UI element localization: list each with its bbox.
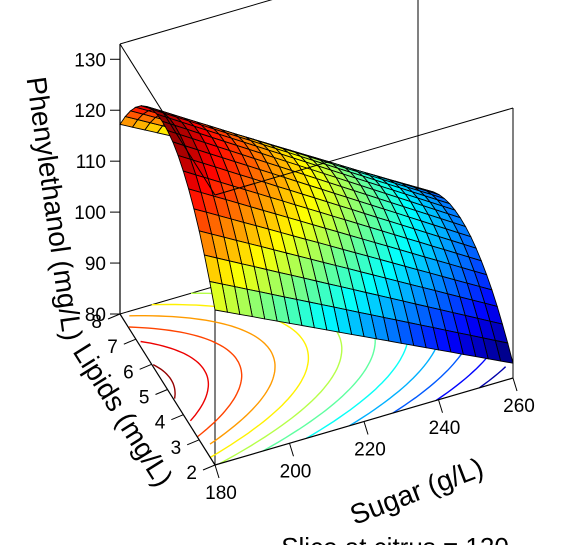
x-axis-label: Sugar (g/L) bbox=[346, 452, 488, 531]
y-tick-label: 3 bbox=[171, 438, 182, 459]
z-tick-label: 110 bbox=[76, 152, 106, 173]
x-tick-label: 180 bbox=[205, 483, 237, 504]
y-tick-mark bbox=[139, 363, 152, 370]
box-edge-top-front bbox=[214, 107, 514, 196]
x-tick-label: 200 bbox=[280, 461, 312, 482]
contour-line bbox=[478, 366, 507, 389]
z-tick-label: 120 bbox=[74, 101, 106, 122]
x-tick-label: 220 bbox=[354, 440, 386, 461]
y-tick-label: 6 bbox=[123, 362, 134, 383]
y-tick-label: 4 bbox=[155, 413, 166, 434]
x-tick-mark bbox=[512, 377, 518, 392]
y-tick-label: 8 bbox=[91, 312, 102, 333]
y-tick-label: 7 bbox=[107, 337, 118, 358]
surface-cell bbox=[209, 280, 228, 313]
x-tick-mark bbox=[289, 443, 294, 457]
z-tick-label: 130 bbox=[74, 50, 106, 71]
x-tick-label: 260 bbox=[503, 396, 535, 417]
z-tick-label: 80 bbox=[85, 305, 106, 326]
x-tick-label: 240 bbox=[429, 418, 461, 439]
z-tick-label: 90 bbox=[85, 254, 106, 275]
response-surface bbox=[119, 105, 514, 364]
y-tick-mark bbox=[123, 338, 137, 345]
y-tick-label: 5 bbox=[139, 388, 150, 409]
y-tick-mark bbox=[155, 389, 168, 395]
z-tick-label: 100 bbox=[74, 203, 106, 224]
y-tick-mark bbox=[107, 313, 121, 320]
y-tick-mark bbox=[186, 439, 200, 446]
box-edge-top-back bbox=[119, 0, 273, 45]
box-edge-top-left bbox=[119, 43, 216, 196]
contour-line bbox=[152, 363, 176, 399]
x-tick-mark bbox=[214, 464, 220, 479]
contour-line bbox=[129, 315, 276, 445]
y-tick-mark bbox=[202, 464, 216, 471]
contour-line bbox=[151, 303, 310, 459]
x-tick-mark bbox=[438, 399, 443, 413]
y-tick-mark bbox=[171, 414, 184, 421]
contour-line bbox=[128, 326, 243, 438]
footer-text: Slice at citrus = 120 bbox=[281, 532, 509, 545]
y-tick-label: 2 bbox=[186, 463, 197, 484]
x-tick-mark bbox=[363, 421, 369, 435]
contour-line bbox=[140, 340, 210, 422]
